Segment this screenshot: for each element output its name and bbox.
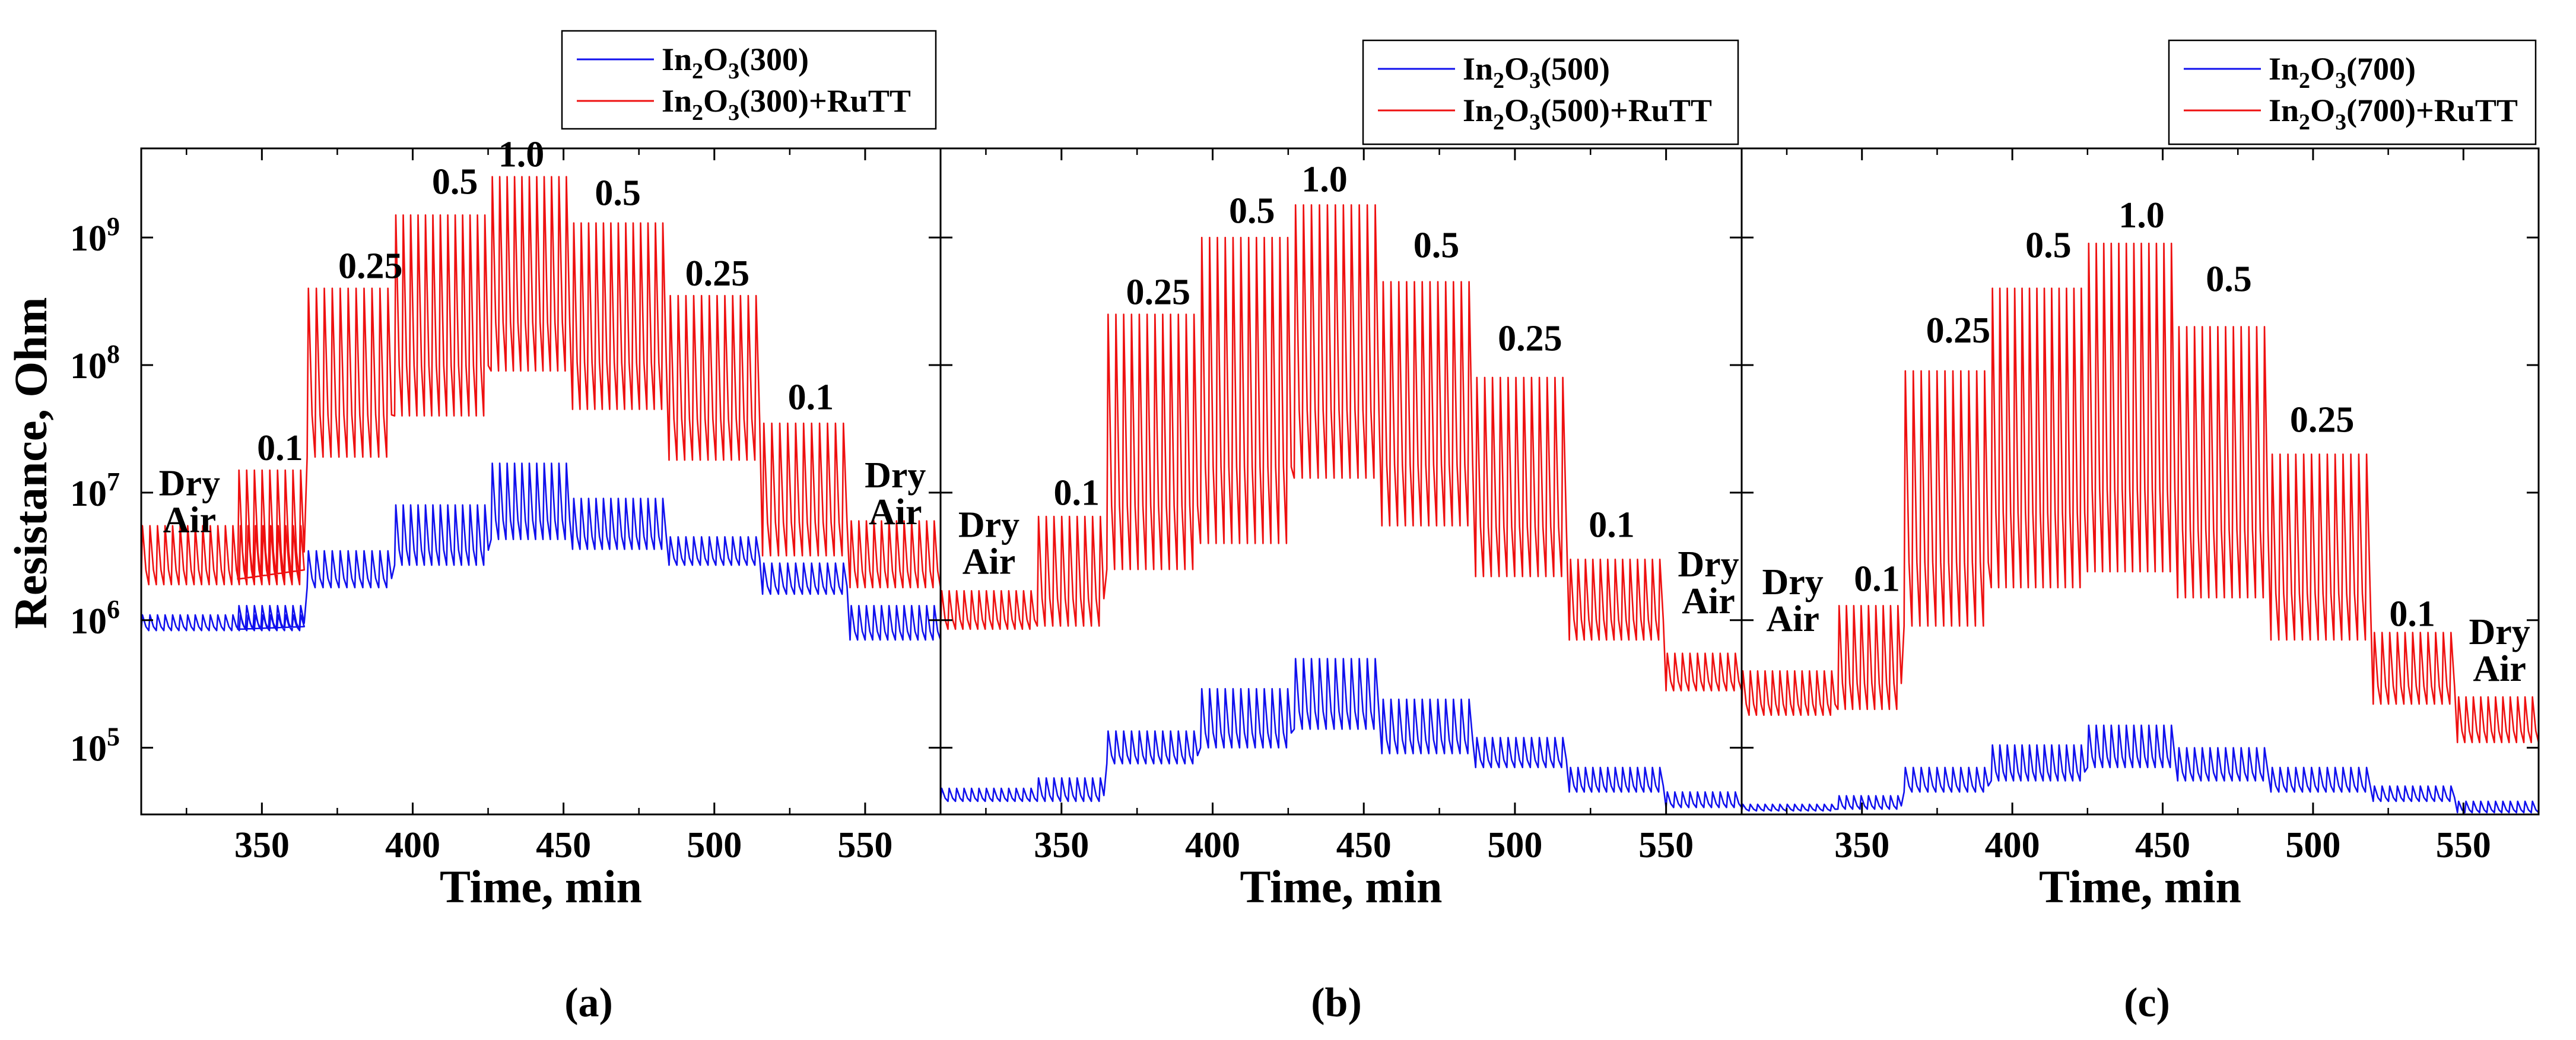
concentration-label: 0.25 — [685, 253, 750, 294]
y-tick-label: 105 — [70, 722, 120, 769]
series-line-blue — [140, 462, 942, 641]
panel-letter: (a) — [564, 980, 613, 1026]
x-tick-label: 400 — [1185, 825, 1240, 865]
legend-label: In2O3(700)+RuTT — [2269, 93, 2518, 135]
concentration-label: 1.0 — [1301, 159, 1348, 199]
legend-label: In2O3(700) — [2269, 51, 2416, 93]
concentration-label: Dry Air — [2469, 612, 2530, 689]
concentration-label: 0.5 — [1229, 191, 1275, 232]
panel-letter: (c) — [2124, 980, 2170, 1026]
legend: In2O3(700)In2O3(700)+RuTT — [2168, 39, 2537, 145]
concentration-label: 0.5 — [595, 173, 641, 213]
concentration-label: Dry Air — [159, 464, 220, 541]
concentration-label: 0.25 — [1498, 319, 1562, 359]
concentration-label: 1.0 — [498, 135, 545, 175]
x-axis-title: Time, min — [1240, 861, 1443, 912]
y-tick-label: 108 — [70, 340, 120, 386]
concentration-label: 0.25 — [2290, 399, 2355, 440]
legend-label: In2O3(500)+RuTT — [1463, 93, 1712, 135]
x-tick-label: 400 — [385, 825, 440, 865]
panel-b: 350 400 450 500 550 Time, min Dry Air 0.1 0.25 0.5… — [939, 39, 1743, 1026]
x-tick-label: 350 — [1034, 825, 1089, 865]
x-tick-label: 450 — [2135, 825, 2190, 865]
legend-box — [561, 30, 937, 130]
x-tick-label: 550 — [837, 825, 892, 865]
series-line-blue — [939, 658, 1743, 808]
concentration-label: Dry Air — [1762, 562, 1824, 639]
concentration-label: Dry Air — [865, 455, 926, 532]
concentration-label: Dry Air — [1678, 544, 1739, 622]
legend: In2O3(500)In2O3(500)+RuTT — [1362, 39, 1739, 145]
x-tick-label: 550 — [2436, 825, 2491, 865]
concentration-label: 0.25 — [338, 246, 403, 287]
series-line-red — [939, 204, 1743, 692]
concentration-label: 0.25 — [1926, 310, 1991, 351]
concentration-label: 0.1 — [2389, 594, 2435, 635]
concentration-label: 0.1 — [1589, 505, 1635, 545]
x-axis-title: Time, min — [2039, 861, 2241, 912]
plot-frame — [1740, 147, 2540, 816]
x-tick-label: 550 — [1638, 825, 1694, 865]
panel-letter: (b) — [1311, 980, 1362, 1026]
concentration-label: 0.5 — [2025, 225, 2072, 265]
concentration-label: 0.25 — [1126, 272, 1191, 313]
concentration-label: 0.5 — [2206, 259, 2252, 299]
x-axis-title: Time, min — [440, 861, 642, 912]
x-tick-label: 350 — [1834, 825, 1889, 865]
y-tick-label: 109 — [70, 212, 120, 259]
x-tick-label: 500 — [1487, 825, 1542, 865]
concentration-label: 0.1 — [1854, 559, 1900, 599]
y-tick-label: 106 — [70, 595, 120, 642]
concentration-label: 0.5 — [1414, 225, 1460, 265]
x-tick-label: 500 — [2285, 825, 2340, 865]
legend-label: In2O3(300) — [662, 42, 809, 84]
legend: In2O3(300)In2O3(300)+RuTT — [561, 30, 937, 130]
legend-label: In2O3(500) — [1463, 51, 1610, 93]
y-tick-label: 107 — [70, 467, 120, 514]
concentration-label: 1.0 — [2118, 195, 2165, 236]
series-line-blue — [1740, 724, 2539, 814]
panel-a: 350 400 450 500 550 105 106 107 108 109 Time, min D… — [70, 30, 942, 1026]
concentration-label: 0.1 — [257, 428, 303, 468]
concentration-label: Dry Air — [958, 505, 1019, 582]
x-tick-label: 500 — [687, 825, 742, 865]
concentration-label: 0.1 — [788, 378, 834, 418]
x-tick-label: 450 — [536, 825, 591, 865]
legend-label: In2O3(300)+RuTT — [662, 83, 911, 125]
series-line-red — [1740, 242, 2540, 744]
series-line-red — [140, 176, 942, 589]
x-tick-label: 450 — [1336, 825, 1392, 865]
concentration-label: 0.1 — [1053, 473, 1100, 513]
legend-box — [2168, 39, 2537, 145]
legend-box — [1362, 39, 1739, 145]
y-axis-title: Resistance, Ohm — [5, 297, 56, 629]
x-tick-label: 350 — [234, 825, 290, 865]
x-tick-label: 400 — [1985, 825, 2040, 865]
panel-c: 350 400 450 500 550 Time, min Dry Air 0.1 0.25 0.5… — [1740, 39, 2540, 1026]
concentration-label: 0.5 — [432, 162, 478, 202]
